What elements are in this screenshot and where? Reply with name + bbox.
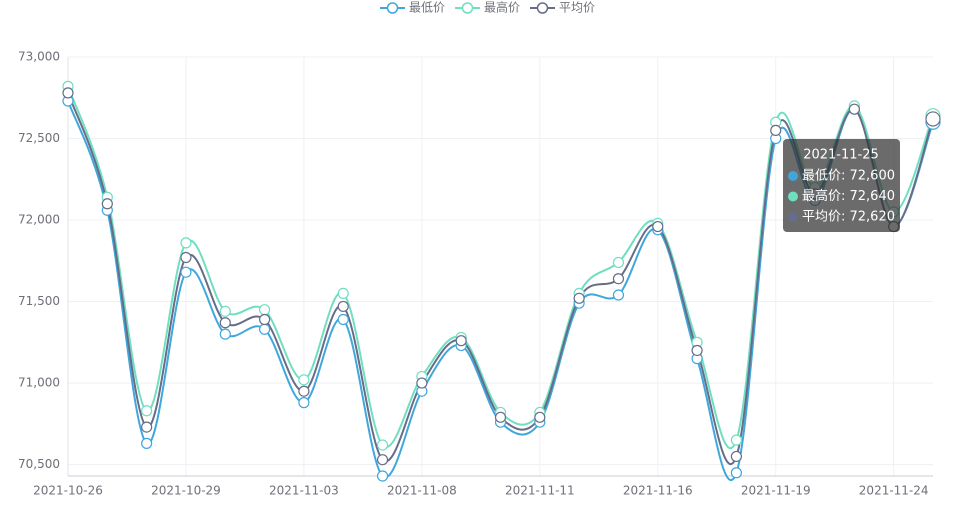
tooltip-label: 平均价: 72,620: [802, 210, 895, 225]
data-point: [62, 87, 74, 99]
x-tick-label: 2021-10-29: [151, 484, 221, 498]
data-point: [612, 273, 625, 285]
x-tick-label: 2021-11-08: [387, 484, 457, 498]
series-line: [67, 92, 934, 466]
tooltip-label: 最高价: 72,640: [802, 188, 895, 204]
x-tick-label: 2021-10-26: [33, 484, 103, 498]
y-tick-label: 72,500: [18, 131, 60, 145]
data-point: [376, 439, 389, 451]
data-point: [141, 437, 153, 449]
data-point: [612, 289, 625, 301]
data-point: [298, 385, 310, 397]
data-point: [730, 450, 743, 463]
data-point: [416, 377, 428, 389]
data-point: [376, 454, 389, 466]
data-point: [494, 411, 507, 423]
data-point: [337, 287, 349, 300]
data-point: [848, 103, 860, 115]
data-point: [298, 374, 310, 386]
tooltip: 2021-11-25 最低价: 72,600 最高价: 72,640 平均价: 72,…: [783, 139, 900, 232]
data-point: [219, 328, 231, 340]
data-point: [612, 256, 625, 269]
y-tick-label: 71,500: [18, 294, 60, 308]
legend-label: 最低价: [409, 1, 445, 15]
y-tick-label: 72,000: [18, 213, 60, 227]
data-point: [101, 198, 113, 210]
data-point: [925, 111, 941, 127]
data-point: [141, 405, 153, 417]
data-point: [258, 304, 271, 316]
data-point: [730, 434, 743, 446]
data-point: [180, 266, 192, 278]
data-point: [141, 421, 153, 433]
x-tick-label: 2021-11-11: [505, 484, 575, 498]
legend-label: 最高价: [484, 0, 520, 15]
data-point: [770, 124, 782, 136]
tooltip-box: [783, 139, 900, 232]
data-point: [180, 251, 192, 264]
data-point: [652, 220, 664, 233]
legend-icon: [536, 2, 549, 14]
data-point: [219, 317, 231, 329]
data-point: [219, 305, 231, 317]
data-point: [180, 237, 192, 249]
y-tick-label: 73,000: [18, 50, 60, 64]
data-point: [337, 300, 349, 313]
data-point: [258, 323, 271, 335]
x-tick-label: 2021-11-03: [269, 484, 339, 498]
tooltip-dot: [788, 212, 798, 222]
data-point: [455, 335, 467, 347]
x-tick-label: 2021-11-19: [741, 484, 811, 498]
data-point: [337, 313, 349, 326]
tooltip-dot: [788, 171, 798, 181]
data-point: [730, 467, 743, 479]
y-tick-label: 70,500: [18, 457, 60, 471]
x-tick-label: 2021-11-24: [859, 484, 929, 498]
y-tick-label: 71,000: [18, 376, 60, 390]
legend-label: 平均价: [559, 1, 595, 15]
data-point: [376, 470, 389, 482]
x-tick-label: 2021-11-16: [623, 484, 693, 498]
tooltip-title: 2021-11-25: [803, 148, 879, 163]
data-point: [258, 313, 271, 326]
legend-icon: [461, 2, 474, 14]
legend: 最低价 最高价 平均价: [380, 0, 595, 15]
data-point: [534, 411, 546, 423]
tooltip-label: 最低价: 72,600: [802, 169, 895, 184]
data-point: [691, 344, 703, 357]
data-point: [298, 397, 310, 409]
data-point: [573, 292, 585, 304]
tooltip-dot: [788, 191, 798, 202]
legend-icon: [386, 2, 399, 14]
